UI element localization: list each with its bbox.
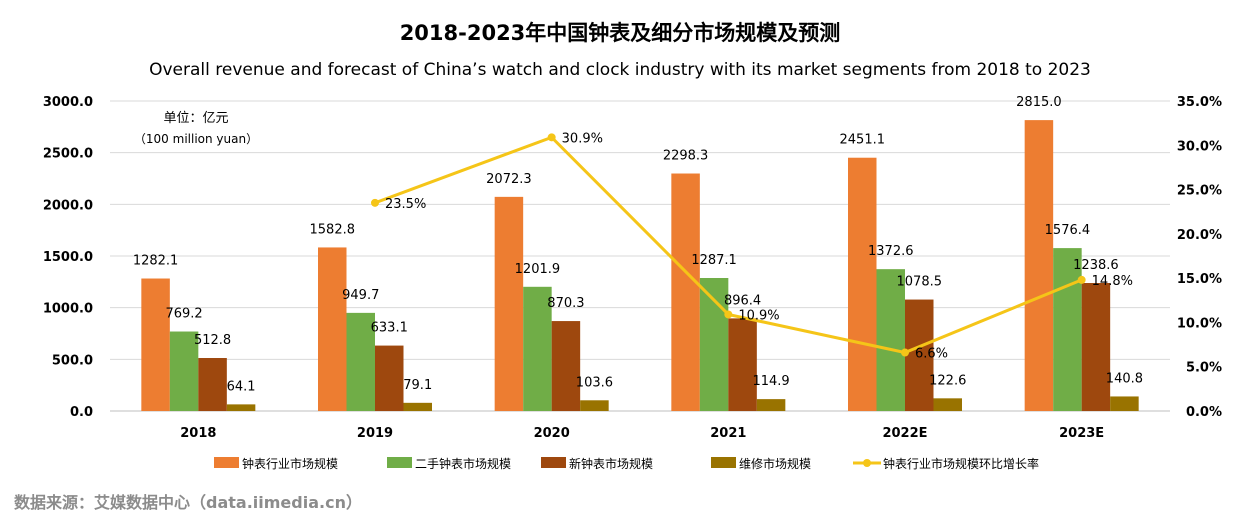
legend-swatch (711, 457, 736, 468)
bar (671, 173, 700, 411)
bar (226, 404, 256, 411)
legend-swatch (541, 457, 566, 468)
y2-tick-label: 25.0% (1177, 184, 1222, 199)
data-label: 140.8 (1106, 371, 1143, 386)
data-label: 2072.3 (486, 172, 532, 187)
growth-label: 30.9% (562, 131, 603, 146)
bar (905, 299, 934, 411)
y-tick-label: 1000.0 (43, 302, 93, 317)
bar (169, 331, 199, 411)
bar (1110, 396, 1139, 411)
y-tick-label: 2500.0 (43, 147, 93, 162)
data-label: 633.1 (371, 321, 408, 336)
legend-label: 钟表行业市场规模环比增长率 (883, 456, 1039, 471)
bar (141, 278, 170, 411)
bar (403, 402, 432, 411)
legend-label: 二手钟表市场规模 (415, 456, 511, 471)
y2-tick-label: 30.0% (1177, 139, 1222, 154)
x-tick-label: 2023E (1059, 426, 1104, 441)
data-label: 769.2 (165, 307, 202, 322)
bar (375, 345, 404, 411)
bar (580, 400, 609, 411)
bar (1081, 283, 1111, 411)
data-label: 103.6 (576, 375, 613, 390)
x-tick-label: 2022E (882, 426, 927, 441)
data-label: 2451.1 (840, 133, 886, 148)
y2-tick-label: 5.0% (1186, 361, 1222, 376)
data-label: 64.1 (227, 379, 256, 394)
growth-label: 6.6% (915, 347, 948, 362)
data-label: 2815.0 (1016, 95, 1062, 110)
data-label: 949.7 (342, 288, 379, 303)
y2-tick-label: 20.0% (1177, 228, 1222, 243)
chart-subtitle: Overall revenue and forecast of China’s … (149, 60, 1091, 80)
legend-swatch (214, 457, 239, 468)
x-tick-label: 2019 (357, 426, 393, 441)
y-tick-label: 0.0 (70, 405, 93, 420)
data-label: 1582.8 (310, 222, 356, 237)
data-label: 1078.5 (897, 275, 943, 290)
data-label: 79.1 (403, 378, 432, 393)
bar (933, 398, 962, 411)
unit-label: 单位：亿元 (163, 111, 228, 126)
y-tick-label: 1500.0 (43, 250, 93, 265)
bar (346, 312, 375, 411)
growth-point (547, 133, 556, 142)
growth-label: 23.5% (385, 197, 426, 212)
growth-point (901, 348, 909, 357)
chart-title: 2018-2023年中国钟表及细分市场规模及预测 (400, 21, 841, 45)
x-tick-label: 2018 (180, 426, 216, 441)
bar (1053, 248, 1082, 411)
x-tick-label: 2020 (534, 426, 570, 441)
growth-label: 14.8% (1092, 274, 1133, 289)
y2-tick-label: 0.0% (1186, 405, 1222, 420)
data-label: 1282.1 (133, 254, 179, 269)
unit-label-en: （100 million yuan） (134, 132, 258, 146)
data-label: 870.3 (547, 296, 584, 311)
growth-point (371, 198, 379, 207)
legend-label: 钟表行业市场规模 (242, 456, 338, 471)
data-label: 2298.3 (663, 149, 709, 164)
y2-tick-label: 15.0% (1177, 272, 1222, 287)
legend-label: 维修市场规模 (739, 456, 811, 471)
data-label: 1201.9 (515, 262, 561, 277)
legend-swatch (387, 457, 412, 468)
bar (728, 318, 757, 411)
data-label: 896.4 (724, 293, 761, 308)
bar (551, 321, 581, 411)
growth-label: 10.9% (738, 308, 779, 323)
data-label: 1238.6 (1073, 258, 1119, 273)
legend-label: 新钟表市场规模 (569, 456, 653, 471)
data-label: 1287.1 (691, 253, 737, 268)
data-label: 512.8 (194, 333, 231, 348)
y-tick-label: 500.0 (52, 353, 93, 368)
legend-marker (863, 459, 871, 467)
data-label: 122.6 (929, 373, 966, 388)
bar (198, 358, 227, 411)
growth-point (1077, 275, 1086, 284)
y-tick-label: 3000.0 (43, 95, 93, 110)
bar (848, 157, 877, 411)
data-label: 1372.6 (868, 244, 914, 259)
x-tick-label: 2021 (710, 426, 746, 441)
bar (318, 247, 347, 411)
bar (523, 286, 552, 411)
growth-point (724, 310, 733, 319)
source-note: 数据来源：艾媒数据中心（data.iimedia.cn） (14, 493, 362, 512)
data-label: 1576.4 (1045, 223, 1091, 238)
bar (756, 399, 786, 411)
bar (494, 196, 524, 411)
data-label: 114.9 (752, 374, 789, 389)
y2-tick-label: 35.0% (1177, 95, 1222, 110)
bar (1024, 120, 1054, 411)
bar (876, 269, 905, 411)
y-tick-label: 2000.0 (43, 198, 93, 213)
y2-tick-label: 10.0% (1177, 316, 1222, 331)
